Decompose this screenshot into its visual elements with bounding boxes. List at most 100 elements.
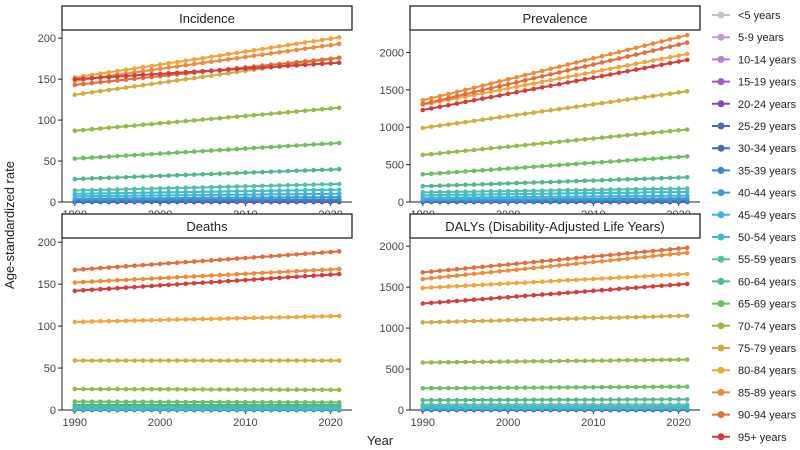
data-point: [81, 386, 86, 392]
data-point: [226, 67, 231, 72]
series-95-years: [72, 271, 342, 294]
data-point: [548, 358, 553, 364]
data-point: [488, 189, 494, 194]
data-point: [98, 71, 103, 76]
data-point: [531, 259, 536, 265]
series-line: [74, 142, 340, 160]
data-point: [539, 68, 545, 74]
data-point: [311, 358, 316, 363]
data-point: [268, 169, 274, 175]
data-point: [217, 147, 223, 153]
legend-label: 65-69 years: [738, 299, 797, 311]
data-point: [132, 284, 137, 290]
data-point: [497, 295, 502, 301]
data-point: [72, 191, 78, 197]
data-point: [667, 397, 673, 402]
data-point: [166, 173, 171, 178]
data-point: [319, 191, 325, 197]
data-point: [676, 186, 681, 191]
data-point: [174, 70, 180, 76]
data-point: [582, 402, 588, 408]
data-point: [531, 279, 536, 285]
data-point: [200, 192, 205, 198]
data-point: [539, 179, 545, 185]
data-point: [497, 181, 502, 186]
panels: Incidence0501001502001990200020102020Pre…: [38, 5, 701, 429]
data-point: [132, 152, 137, 158]
legend-swatch: [717, 11, 725, 19]
data-point: [471, 189, 477, 194]
data-point: [191, 358, 197, 363]
data-point: [243, 358, 248, 363]
data-point: [642, 274, 647, 279]
data-point: [123, 358, 129, 363]
data-point: [106, 358, 112, 363]
data-point: [574, 358, 579, 364]
data-point: [642, 157, 647, 162]
data-point: [557, 257, 562, 263]
data-point: [539, 397, 545, 403]
data-point: [226, 256, 231, 262]
data-point: [251, 271, 257, 276]
data-point: [260, 315, 265, 321]
data-point: [429, 189, 434, 195]
data-point: [505, 385, 511, 391]
data-point: [659, 253, 664, 258]
data-point: [429, 300, 434, 306]
data-point: [574, 187, 579, 193]
data-point: [471, 182, 477, 187]
data-point: [157, 275, 163, 281]
data-point: [514, 74, 519, 80]
data-point: [616, 384, 622, 390]
data-point: [336, 313, 342, 319]
data-point: [123, 77, 129, 82]
data-point: [149, 317, 154, 323]
data-point: [684, 357, 690, 362]
data-point: [234, 189, 240, 194]
y-tick-label: 1500: [380, 85, 404, 97]
series-95-years: [72, 60, 342, 82]
data-point: [454, 182, 460, 188]
data-point: [514, 385, 519, 391]
data-point: [497, 402, 502, 408]
data-point: [437, 284, 443, 290]
legend-label: 60-64 years: [738, 276, 797, 288]
data-point: [302, 314, 308, 320]
data-point: [633, 187, 639, 192]
y-tick-label: 100: [38, 321, 56, 333]
data-point: [565, 290, 571, 296]
data-point: [234, 192, 240, 198]
data-point: [454, 120, 460, 126]
data-point: [505, 188, 511, 194]
data-point: [123, 264, 129, 269]
data-point: [98, 175, 103, 181]
data-point: [599, 53, 605, 59]
legend-item: 60-64 years: [712, 276, 797, 288]
x-tick-label: 1990: [63, 417, 87, 429]
data-point: [302, 195, 308, 200]
data-point: [294, 41, 299, 47]
data-point: [328, 249, 334, 255]
data-point: [480, 189, 485, 194]
data-point: [336, 271, 342, 277]
data-point: [676, 251, 681, 256]
data-point: [260, 254, 265, 260]
data-point: [140, 69, 146, 74]
data-point: [454, 189, 460, 195]
data-point: [539, 163, 545, 169]
legend-swatch: [717, 189, 725, 197]
y-tick-label: 50: [44, 156, 56, 168]
legend-item: 5-9 years: [712, 32, 784, 44]
data-point: [565, 187, 571, 193]
data-point: [522, 191, 528, 197]
data-point: [251, 183, 257, 189]
data-point: [642, 50, 647, 55]
data-point: [200, 172, 205, 177]
data-point: [582, 358, 588, 364]
data-point: [217, 387, 223, 392]
data-point: [123, 402, 129, 408]
data-point: [166, 190, 171, 195]
data-point: [191, 118, 197, 123]
data-point: [157, 186, 163, 191]
data-point: [81, 176, 86, 181]
